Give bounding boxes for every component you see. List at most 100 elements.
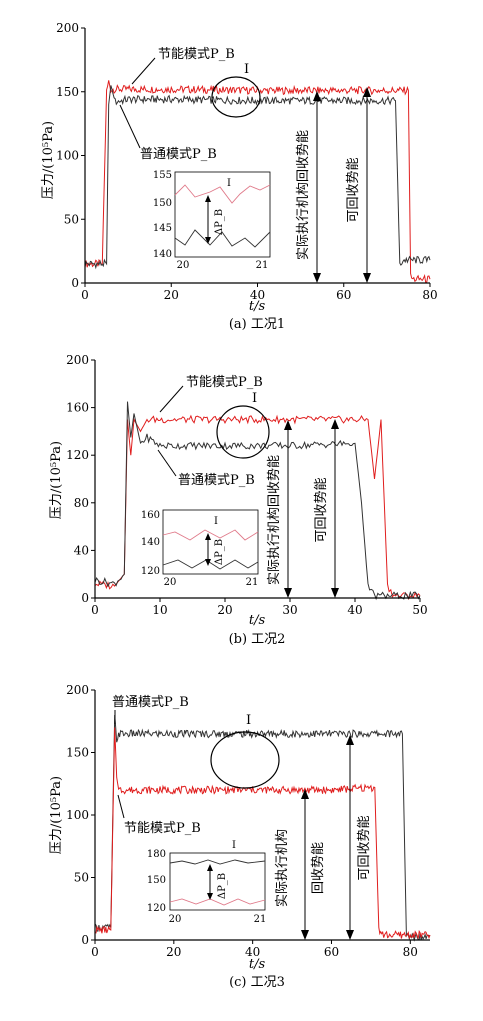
y-tick-label: 0 — [81, 591, 89, 605]
inset-mark: I — [232, 840, 236, 851]
x-tick-label: 0 — [91, 603, 99, 617]
panel-a: 0 20 40 60 80 0 50 100 150 200 压力/(10⁵Pa) t/s (a… — [41, 21, 438, 332]
inset-ytick: 120 — [141, 566, 160, 577]
caption: (a) 工况1 — [229, 317, 285, 332]
series-label-black: 普通模式P_B — [178, 473, 255, 488]
arrowhead — [363, 87, 371, 97]
zoom-mark: I — [252, 391, 257, 406]
y-tick-label: 200 — [66, 353, 89, 367]
x-tick-label: 50 — [412, 603, 427, 617]
x-tick-label: 30 — [282, 603, 297, 617]
delta-label: ΔP_B — [214, 209, 225, 235]
inset: ΔP_B I 180 150 120 20 21 — [147, 840, 266, 925]
arrowhead — [205, 195, 211, 202]
arrowhead — [207, 864, 213, 871]
y-tick-label: 0 — [71, 276, 79, 290]
panel-b: 0 10 20 30 40 50 0 40 80 120 160 200 压力/(10⁵Pa) t/… — [49, 353, 428, 647]
recovered-energy-label: 实际执行机构回收势能 — [295, 130, 311, 260]
x-axis-label: t/s — [249, 613, 266, 628]
inset-xtick: 20 — [177, 260, 190, 271]
y-tick-label: 120 — [66, 448, 89, 462]
y-axis-label: 压力/(10⁵Pa) — [41, 121, 56, 199]
inset-ytick: 150 — [147, 875, 166, 886]
caption: (c) 工况3 — [229, 975, 285, 990]
label-leader — [131, 57, 156, 85]
arrowhead — [301, 789, 309, 799]
inset-mark: I — [227, 178, 231, 189]
x-tick-label: 80 — [403, 945, 418, 959]
inset: ΔP_B I 155 150 145 140 20 21 — [153, 170, 271, 271]
y-tick-label: 200 — [56, 21, 79, 35]
series-label-black: 普通模式P_B — [112, 695, 189, 710]
x-tick-label: 60 — [324, 945, 339, 959]
x-tick-label: 40 — [347, 603, 362, 617]
y-tick-label: 50 — [74, 871, 89, 885]
series-line-normal — [84, 85, 431, 270]
y-tick-label: 200 — [66, 683, 89, 697]
label-leader — [119, 104, 141, 149]
zoom-circle — [211, 76, 261, 118]
series-label-red: 节能模式P_B — [158, 47, 235, 62]
delta-label: ΔP_B — [217, 873, 228, 899]
arrowhead — [313, 91, 321, 101]
inset-xtick: 21 — [256, 260, 269, 271]
arrowhead — [346, 930, 354, 940]
y-tick-label: 50 — [64, 212, 79, 226]
inset-ytick: 160 — [141, 510, 160, 521]
arrowhead — [284, 420, 292, 430]
inset-xtick: 20 — [164, 577, 177, 588]
inset-ytick: 120 — [147, 903, 166, 914]
arrowhead — [331, 419, 339, 429]
arrowhead — [205, 533, 211, 540]
series-label-black: 普通模式P_B — [140, 147, 217, 162]
inset-frame — [162, 509, 259, 575]
x-tick-label: 0 — [91, 945, 99, 959]
inset-red-line — [169, 898, 266, 906]
recovered-energy-label-2: 回收势能 — [310, 842, 326, 894]
inset-ytick: 180 — [147, 849, 166, 860]
x-tick-label: 20 — [164, 288, 179, 302]
panel-c: 0 20 40 60 80 0 50 100 150 200 压力/(10⁵Pa) t/s (c… — [49, 683, 431, 990]
zoom-circle — [210, 731, 280, 789]
inset-red-line — [162, 529, 259, 541]
y-tick-label: 150 — [56, 85, 79, 99]
y-tick-label: 160 — [66, 401, 89, 415]
inset-black-line — [174, 229, 271, 248]
arrowhead — [205, 559, 211, 566]
x-tick-label: 20 — [166, 945, 181, 959]
zoom-mark: I — [246, 713, 251, 728]
y-axis-label: 压力/(10⁵Pa) — [49, 441, 64, 519]
x-tick-label: 20 — [217, 603, 232, 617]
recoverable-energy-label: 可回收势能 — [313, 477, 329, 542]
inset-mark: I — [214, 516, 218, 527]
x-tick-label: 10 — [152, 603, 167, 617]
y-tick-label: 100 — [56, 149, 79, 163]
y-tick-label: 0 — [81, 933, 89, 947]
inset-ytick: 145 — [153, 223, 172, 234]
x-axis-label: t/s — [249, 299, 266, 314]
label-leader — [117, 794, 125, 819]
inset-xtick: 20 — [169, 914, 182, 925]
inset-ytick: 155 — [153, 170, 172, 181]
series-line-energy-saving — [94, 727, 431, 940]
zoom-circle — [216, 405, 270, 459]
zoom-mark: I — [244, 62, 249, 77]
label-leader — [157, 449, 177, 477]
arrowhead — [284, 588, 292, 598]
x-tick-label: 0 — [81, 288, 89, 302]
x-axis-label: t/s — [249, 957, 266, 972]
series-line-energy-saving — [94, 414, 421, 601]
inset-ytick: 140 — [141, 537, 160, 548]
arrowhead — [331, 588, 339, 598]
series-label-red: 节能模式P_B — [186, 375, 263, 390]
y-tick-label: 150 — [66, 746, 89, 760]
x-tick-label: 40 — [250, 288, 265, 302]
inset: ΔP_B I 160 140 120 20 21 — [141, 509, 259, 588]
inset-frame — [174, 171, 271, 258]
y-tick-label: 80 — [74, 496, 89, 510]
arrowhead — [205, 237, 211, 244]
inset-red-line — [174, 184, 271, 204]
x-tick-label: 60 — [336, 288, 351, 302]
recovered-energy-label: 实际执行机构回收势能 — [266, 455, 282, 585]
